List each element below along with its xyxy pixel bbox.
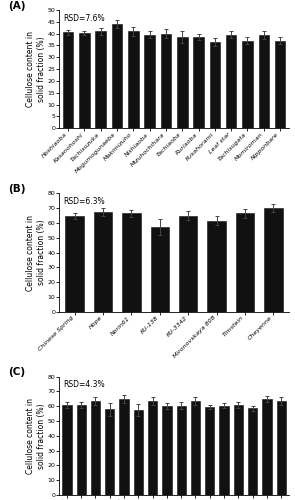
Text: (C): (C) bbox=[8, 367, 25, 377]
Bar bbox=[144, 35, 155, 128]
Bar bbox=[209, 42, 220, 128]
Bar bbox=[65, 216, 84, 312]
Y-axis label: Cellulose content in
solid fraction (%): Cellulose content in solid fraction (%) bbox=[26, 398, 45, 474]
Bar bbox=[258, 35, 269, 128]
Bar bbox=[95, 32, 106, 128]
Bar bbox=[242, 41, 253, 128]
Text: (A): (A) bbox=[8, 0, 26, 10]
Text: RSD=4.3%: RSD=4.3% bbox=[64, 380, 105, 390]
Text: RSD=7.6%: RSD=7.6% bbox=[64, 14, 105, 22]
Bar bbox=[134, 410, 143, 495]
Bar bbox=[112, 24, 122, 128]
Bar bbox=[63, 32, 73, 128]
Y-axis label: Cellulose content in
solid fraction (%): Cellulose content in solid fraction (%) bbox=[26, 214, 45, 290]
Bar bbox=[119, 399, 129, 495]
Bar bbox=[236, 214, 254, 312]
Bar bbox=[207, 220, 226, 312]
Bar bbox=[275, 41, 286, 128]
Bar bbox=[234, 405, 243, 495]
Bar bbox=[151, 228, 169, 312]
Text: RSD=6.3%: RSD=6.3% bbox=[64, 197, 105, 206]
Bar bbox=[94, 212, 112, 312]
Bar bbox=[193, 37, 204, 128]
Bar bbox=[122, 214, 141, 312]
Bar bbox=[91, 401, 100, 495]
Text: (B): (B) bbox=[8, 184, 26, 194]
Bar bbox=[177, 37, 188, 128]
Bar bbox=[128, 32, 139, 128]
Bar bbox=[105, 409, 114, 495]
Bar bbox=[262, 399, 272, 495]
Bar bbox=[62, 405, 71, 495]
Bar bbox=[160, 34, 171, 128]
Bar bbox=[191, 401, 200, 495]
Bar bbox=[277, 401, 286, 495]
Bar bbox=[219, 406, 229, 495]
Y-axis label: Cellulose content in
solid fraction (%): Cellulose content in solid fraction (%) bbox=[26, 31, 45, 107]
Bar bbox=[76, 405, 86, 495]
Bar bbox=[264, 208, 283, 312]
Bar bbox=[79, 33, 90, 128]
Bar bbox=[205, 407, 214, 495]
Bar bbox=[162, 406, 172, 495]
Bar bbox=[148, 401, 157, 495]
Bar bbox=[248, 408, 257, 495]
Bar bbox=[226, 35, 237, 128]
Bar bbox=[176, 406, 186, 495]
Bar bbox=[179, 216, 197, 312]
